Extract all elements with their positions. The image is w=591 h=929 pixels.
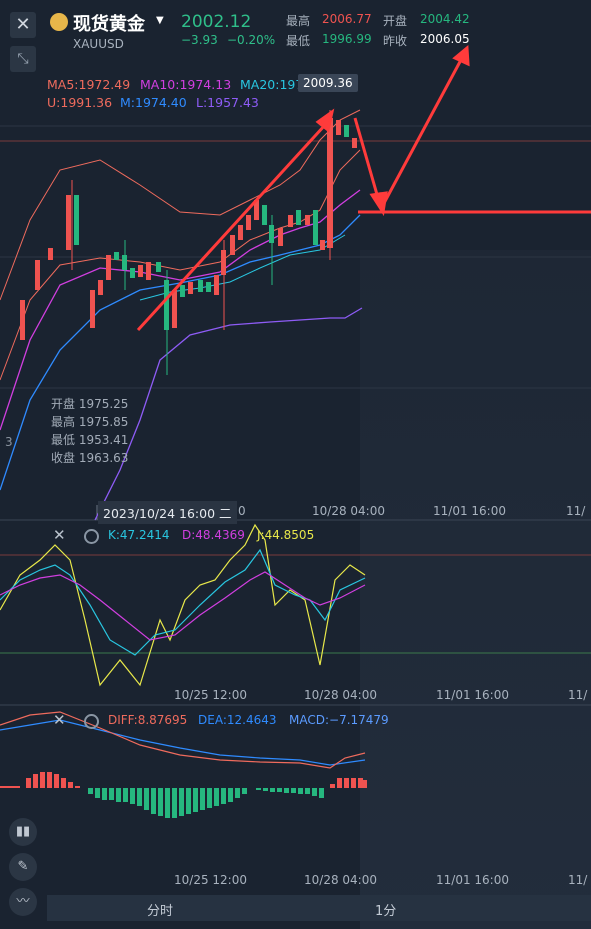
low-value: 1996.99 xyxy=(322,32,372,46)
boll-mid-legend: M:1974.40 xyxy=(120,95,187,110)
price-change: −3.93 xyxy=(181,33,218,47)
crosshair-close: 收盘 1963.63 xyxy=(51,451,129,465)
time-axis-label: 11/01 16:00 xyxy=(436,688,509,702)
macd-value: MACD:−7.17479 xyxy=(289,713,389,727)
indicator-tool-icon[interactable]: 〰 xyxy=(9,888,37,916)
boll-lower-legend: L:1957.43 xyxy=(196,95,259,110)
candles xyxy=(20,110,357,375)
macd-diff: DIFF:8.87695 xyxy=(108,713,188,727)
period-tabs xyxy=(47,895,591,921)
instrument-symbol: XAUUSD xyxy=(73,37,124,51)
time-axis-label: 0 xyxy=(238,504,246,518)
close-icon[interactable]: ✕ xyxy=(53,526,66,544)
kdj-d: D:48.4369 xyxy=(182,528,245,542)
time-axis-label: 11/01 16:00 xyxy=(433,504,506,518)
open-value: 2004.42 xyxy=(420,12,470,26)
crosshair-low: 最低 1953.41 xyxy=(51,433,129,447)
gold-coin-icon xyxy=(50,13,68,31)
crosshair-open: 开盘 1975.25 xyxy=(51,397,129,411)
kdj-k: K:47.2414 xyxy=(108,528,170,542)
prev-close-label: 昨收 xyxy=(383,34,408,48)
high-value: 2006.77 xyxy=(322,12,372,26)
annotation-arrows xyxy=(136,44,591,332)
tab-timeshare[interactable]: 分时 xyxy=(147,904,174,919)
pen-tool-icon[interactable]: ✎ xyxy=(9,853,37,881)
time-axis-label: 10/25 12:00 xyxy=(174,688,247,702)
time-axis-label: 10/28 04:00 xyxy=(312,504,385,518)
time-axis-label: 10/28 04:00 xyxy=(304,873,377,887)
time-axis-label: 11/ xyxy=(568,873,588,887)
boll-upper-legend: U:1991.36 xyxy=(47,95,113,110)
ma10-legend: MA10:1974.13 xyxy=(140,77,232,92)
last-price: 2002.12 xyxy=(181,12,252,32)
chevron-down-icon[interactable]: ▼ xyxy=(156,15,164,26)
macd-histogram xyxy=(0,772,367,818)
expand-icon[interactable]: ⤡ xyxy=(10,46,36,72)
ma5-legend: MA5:1972.49 xyxy=(47,77,131,92)
close-icon[interactable]: ✕ xyxy=(53,711,66,729)
high-label: 最高 xyxy=(286,14,311,28)
crosshair-high: 最高 1975.85 xyxy=(51,415,129,429)
open-label: 开盘 xyxy=(383,14,408,28)
price-change-pct: −0.20% xyxy=(227,33,276,47)
candle-tool-icon[interactable]: ▮▮ xyxy=(9,818,37,846)
background-skyline xyxy=(360,250,591,929)
time-axis-label: 11/ xyxy=(566,504,586,518)
settings-icon[interactable] xyxy=(84,529,99,544)
prev-close-value: 2006.05 xyxy=(420,32,470,46)
price-tag: 2009.36 xyxy=(298,74,358,92)
left-axis-digit: 3 xyxy=(5,435,13,449)
settings-icon[interactable] xyxy=(84,714,99,729)
crosshair-time: 2023/10/24 16:00 二 xyxy=(98,501,237,524)
kdj-j: J:44.8505 xyxy=(257,528,315,542)
instrument-title[interactable]: 现货黄金 xyxy=(73,14,145,35)
time-axis-label: 10/25 12:00 xyxy=(174,873,247,887)
low-label: 最低 xyxy=(286,34,311,48)
close-icon[interactable]: ✕ xyxy=(10,12,36,38)
time-axis-label: 10/28 04:00 xyxy=(304,688,377,702)
time-axis-label: 11/01 16:00 xyxy=(436,873,509,887)
macd-dea: DEA:12.4643 xyxy=(198,713,277,727)
time-axis-label: 11/ xyxy=(568,688,588,702)
tab-1min[interactable]: 1分 xyxy=(375,904,397,919)
